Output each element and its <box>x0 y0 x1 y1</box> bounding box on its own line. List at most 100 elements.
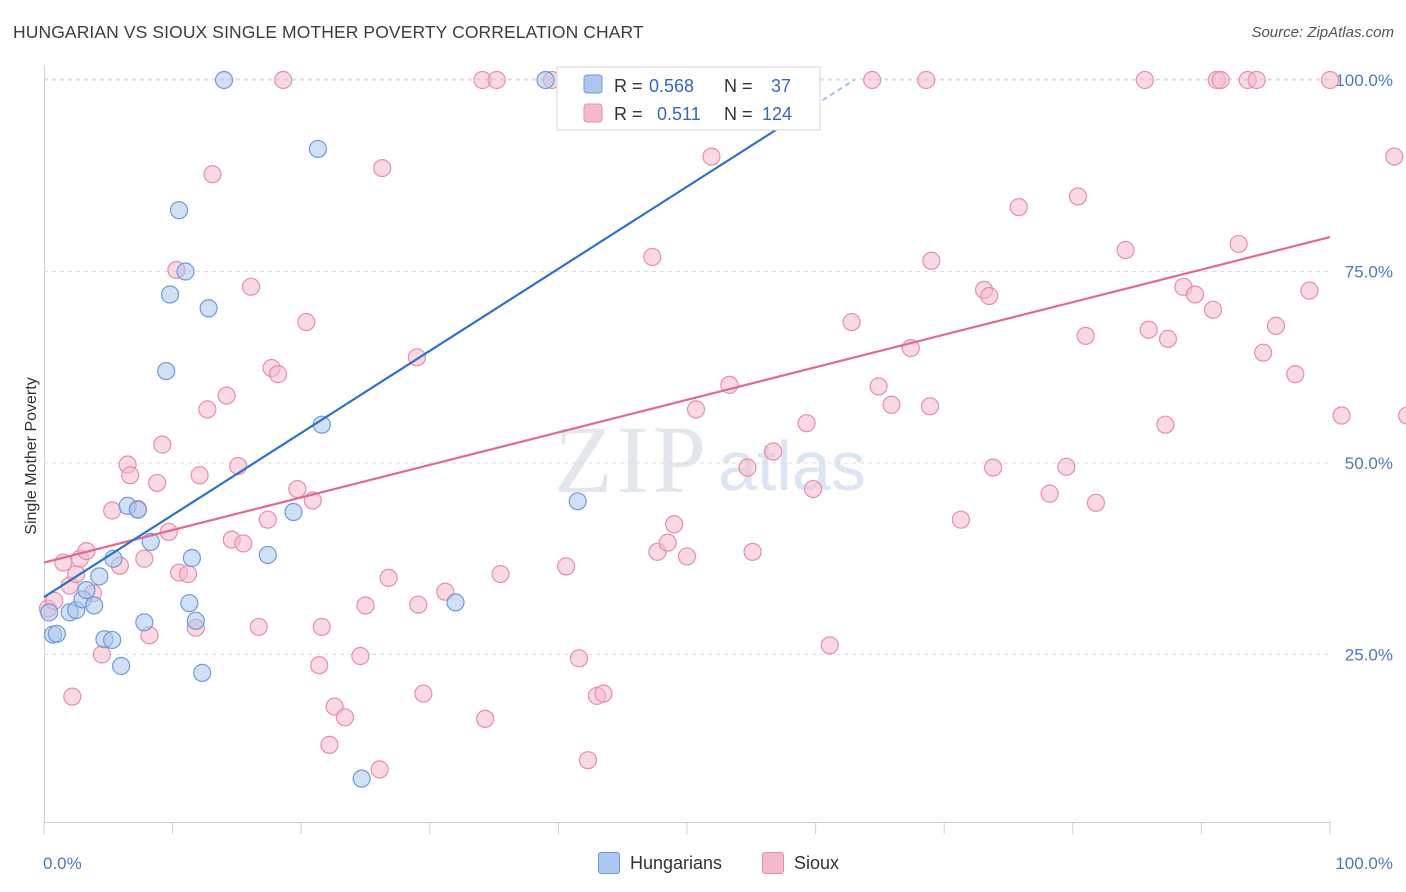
stats-legend-swatch-hungarians <box>583 74 603 94</box>
sioux-point-79 <box>797 414 816 433</box>
hungarian-point-24 <box>193 663 212 682</box>
y-tick-labels: 25.0% 50.0% 75.0% 100.0% <box>1335 71 1393 665</box>
sioux-point-104 <box>1158 329 1178 349</box>
stats-legend-swatch-sioux <box>583 103 603 123</box>
legend-item-hungarians: Hungarians <box>598 852 722 874</box>
y-tick-label-100: 100.0% <box>1335 71 1393 90</box>
hungarian-point-0 <box>40 603 59 622</box>
sioux-point-110 <box>1229 234 1248 254</box>
sioux-point-46 <box>356 596 375 615</box>
hungarian-point-22 <box>182 548 201 568</box>
legend-label-sioux: Sioux <box>794 852 840 873</box>
sioux-point-67 <box>658 533 677 552</box>
hungarian-point-21 <box>180 594 199 613</box>
stats-r-label-hungarians: R = <box>614 76 643 96</box>
sioux-trendline <box>43 235 1331 564</box>
hungarian-point-2 <box>47 624 66 643</box>
sioux-point-35 <box>268 365 288 384</box>
hungarian-point-32 <box>446 593 465 612</box>
sioux-point-106 <box>1185 285 1205 304</box>
sioux-point-52 <box>414 684 433 703</box>
sioux-point-88 <box>920 397 940 416</box>
sioux-point-116 <box>1300 281 1319 300</box>
hungarian-point-7 <box>85 596 104 615</box>
sioux-point-87 <box>917 70 936 90</box>
sioux-point-76 <box>743 542 762 561</box>
sioux-point-61 <box>578 751 598 770</box>
sioux-point-26 <box>203 165 222 184</box>
hungarian-point-26 <box>214 70 234 90</box>
sioux-point-120 <box>1398 406 1406 425</box>
sioux-point-85 <box>882 395 901 414</box>
hungarian-point-10 <box>103 630 122 650</box>
sioux-point-24 <box>190 466 209 485</box>
stats-n-label-sioux: N = <box>724 104 753 124</box>
sioux-point-51 <box>409 595 428 614</box>
sioux-point-18 <box>153 435 172 454</box>
sioux-point-40 <box>310 656 329 675</box>
hungarian-trendline <box>43 128 778 598</box>
sioux-point-43 <box>320 735 339 754</box>
sioux-point-107 <box>1203 300 1223 319</box>
sioux-point-95 <box>1040 484 1059 503</box>
sioux-point-33 <box>258 510 277 529</box>
y-axis-label: Single Mother Poverty <box>23 377 40 534</box>
hungarian-point-11 <box>112 656 131 676</box>
sioux-point-36 <box>274 70 293 90</box>
sioux-point-81 <box>820 636 839 655</box>
hungarian-point-25 <box>199 299 218 318</box>
stats-r-label-sioux: R = <box>614 104 643 124</box>
sioux-point-71 <box>702 147 721 166</box>
stats-legend: R = 0.568 N = 37 R = 0.511 N = 124 <box>556 66 821 131</box>
sioux-point-114 <box>1266 316 1286 335</box>
stats-r-value-hungarians: 0.568 <box>649 76 694 96</box>
sioux-point-82 <box>842 312 861 332</box>
sioux-point-38 <box>297 312 316 332</box>
sioux-point-69 <box>677 547 697 566</box>
sioux-point-68 <box>665 515 684 534</box>
legend-label-hungarians: Hungarians <box>630 852 723 873</box>
hungarian-point-27 <box>258 545 277 565</box>
sioux-point-99 <box>1086 493 1106 512</box>
stats-n-value-hungarians: 37 <box>771 76 791 96</box>
hungarian-point-18 <box>160 285 180 304</box>
sioux-point-112 <box>1247 70 1266 90</box>
hungarian-point-28 <box>284 502 303 522</box>
sioux-point-103 <box>1156 415 1175 434</box>
gridlines <box>44 78 1331 655</box>
sioux-point-117 <box>1320 70 1340 90</box>
stats-r-value-sioux: 0.511 <box>657 104 701 124</box>
hungarian-point-20 <box>176 262 195 281</box>
sioux-point-5 <box>63 687 82 706</box>
sioux-point-17 <box>148 473 167 493</box>
sioux-point-22 <box>178 564 198 584</box>
sioux-point-41 <box>312 617 331 637</box>
sioux-point-63 <box>594 684 613 703</box>
sioux-point-118 <box>1332 406 1351 425</box>
sioux-point-32 <box>249 617 268 637</box>
sioux-point-48 <box>373 158 392 178</box>
sioux-point-75 <box>738 458 757 477</box>
stats-n-label-hungarians: N = <box>724 76 753 96</box>
x-ticks <box>43 822 1331 834</box>
sioux-point-27 <box>217 386 236 405</box>
sioux-point-96 <box>1057 457 1076 476</box>
hungarian-point-17 <box>157 361 176 381</box>
hungarian-point-23 <box>186 611 205 630</box>
sioux-point-119 <box>1385 147 1404 166</box>
y-tick-label-75: 75.0% <box>1345 263 1393 282</box>
sioux-point-9 <box>92 645 111 664</box>
legend-item-sioux: Sioux <box>762 852 839 874</box>
x-tick-label-min: 0.0% <box>43 854 82 873</box>
hungarian-point-34 <box>568 492 587 511</box>
sioux-point-98 <box>1076 326 1095 345</box>
sioux-points <box>38 70 1406 779</box>
hungarian-point-14 <box>128 500 147 519</box>
sioux-point-97 <box>1068 187 1088 206</box>
y-tick-label-25: 25.0% <box>1345 646 1393 665</box>
sioux-point-44 <box>335 708 355 727</box>
sioux-point-31 <box>241 277 261 296</box>
sioux-point-102 <box>1139 320 1158 339</box>
sioux-point-37 <box>288 479 307 499</box>
